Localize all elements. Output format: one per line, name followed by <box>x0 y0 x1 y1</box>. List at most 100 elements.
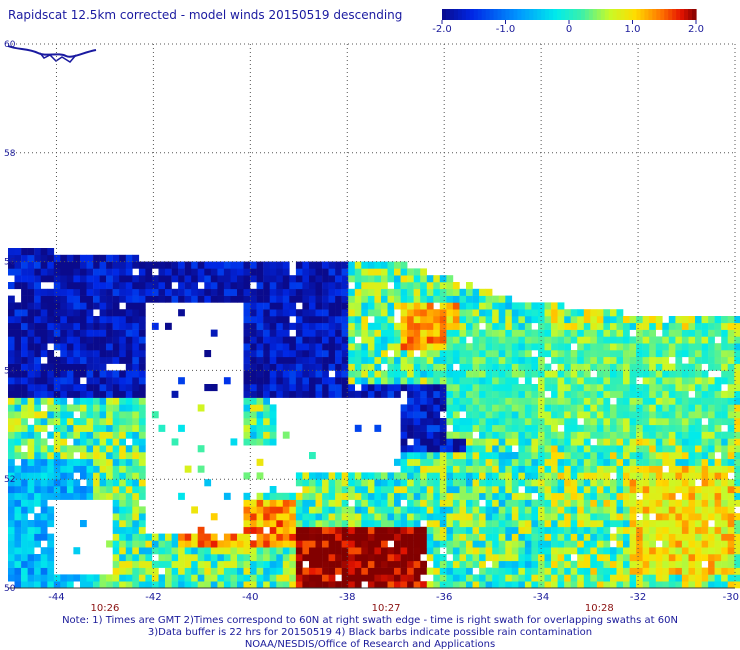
wind-cell <box>348 390 355 398</box>
wind-cell <box>138 404 146 412</box>
wind-cell <box>381 547 388 555</box>
wind-cell <box>557 458 565 466</box>
wind-cell <box>433 465 441 473</box>
wind-cell <box>178 547 185 555</box>
wind-cell <box>14 526 22 534</box>
wind-cell <box>479 390 486 398</box>
wind-cell <box>577 547 584 555</box>
wind-cell <box>256 275 264 283</box>
wind-cell <box>132 438 140 446</box>
wind-cell <box>721 465 728 473</box>
wind-cell <box>577 438 584 446</box>
wind-cell <box>446 520 454 528</box>
wind-cell <box>119 390 126 398</box>
wind-cell <box>354 322 362 330</box>
wind-cell <box>596 404 604 412</box>
wind-cell <box>695 370 702 378</box>
wind-cell <box>302 533 310 541</box>
wind-cell <box>557 343 565 351</box>
wind-cell <box>577 363 584 371</box>
wind-cell <box>40 554 48 562</box>
wind-cell <box>603 370 611 378</box>
wind-cell <box>34 533 41 541</box>
wind-cell <box>708 486 715 494</box>
wind-cell <box>511 567 519 575</box>
wind-cell <box>295 506 303 514</box>
wind-cell <box>583 526 591 534</box>
wind-cell <box>701 431 709 439</box>
wind-cell <box>734 513 740 521</box>
wind-cell <box>269 370 277 378</box>
wind-cell <box>125 472 133 480</box>
wind-cell <box>426 336 434 344</box>
wind-cell <box>649 540 656 548</box>
wind-cell <box>439 560 447 568</box>
wind-cell <box>505 350 513 358</box>
wind-cell <box>178 309 185 317</box>
wind-cell <box>675 363 683 371</box>
wind-cell <box>681 397 689 405</box>
wind-cell <box>708 526 715 534</box>
wind-cell <box>524 322 532 330</box>
wind-cell <box>197 554 205 562</box>
wind-cell <box>413 431 421 439</box>
wind-cell <box>66 465 74 473</box>
wind-cell <box>538 411 545 419</box>
wind-cell <box>21 254 28 262</box>
wind-cell <box>583 309 591 317</box>
wind-cell <box>40 567 48 575</box>
wind-cell <box>93 411 100 419</box>
wind-cell <box>551 445 558 453</box>
wind-cell <box>603 567 611 575</box>
wind-cell <box>695 322 702 330</box>
wind-cell <box>112 574 120 582</box>
wind-cell <box>367 343 375 351</box>
wind-cell <box>695 356 702 364</box>
wind-cell <box>132 492 140 500</box>
wind-cell <box>125 288 133 296</box>
wind-cell <box>66 479 74 487</box>
colorbar-cell <box>521 9 526 20</box>
wind-cell <box>472 377 480 385</box>
wind-cell <box>8 302 15 310</box>
wind-cell <box>426 465 434 473</box>
wind-cell <box>655 499 663 507</box>
wind-cell <box>47 248 55 256</box>
wind-cell <box>119 431 126 439</box>
wind-cell <box>734 560 740 568</box>
wind-cell <box>668 370 676 378</box>
wind-cell <box>551 533 558 541</box>
wind-cell <box>426 356 434 364</box>
wind-cell <box>93 418 100 426</box>
wind-cell <box>230 581 238 589</box>
wind-cell <box>374 574 382 582</box>
wind-cell <box>734 486 740 494</box>
wind-cell <box>727 540 735 548</box>
wind-cell <box>119 465 126 473</box>
wind-cell <box>505 377 513 385</box>
wind-cell <box>263 404 270 412</box>
wind-cell <box>498 384 506 392</box>
wind-cell <box>688 356 696 364</box>
wind-cell <box>413 520 421 528</box>
wind-cell <box>538 390 545 398</box>
wind-cell <box>675 438 683 446</box>
wind-cell <box>53 336 61 344</box>
wind-cell <box>511 458 519 466</box>
swath-time-labels: 10:26 10:27 10:28 <box>91 603 614 614</box>
wind-cell <box>367 574 375 582</box>
wind-cell <box>315 377 323 385</box>
wind-cell <box>407 452 414 460</box>
wind-cell <box>681 452 689 460</box>
wind-cell <box>309 363 316 371</box>
wind-cell <box>400 472 408 480</box>
wind-cell <box>433 356 441 364</box>
wind-cell <box>93 322 100 330</box>
wind-cell <box>505 397 513 405</box>
wind-cell <box>315 302 323 310</box>
wind-cell <box>727 363 735 371</box>
wind-cell <box>341 506 349 514</box>
wind-cell <box>191 288 198 296</box>
wind-cell <box>21 438 28 446</box>
wind-cell <box>603 479 611 487</box>
